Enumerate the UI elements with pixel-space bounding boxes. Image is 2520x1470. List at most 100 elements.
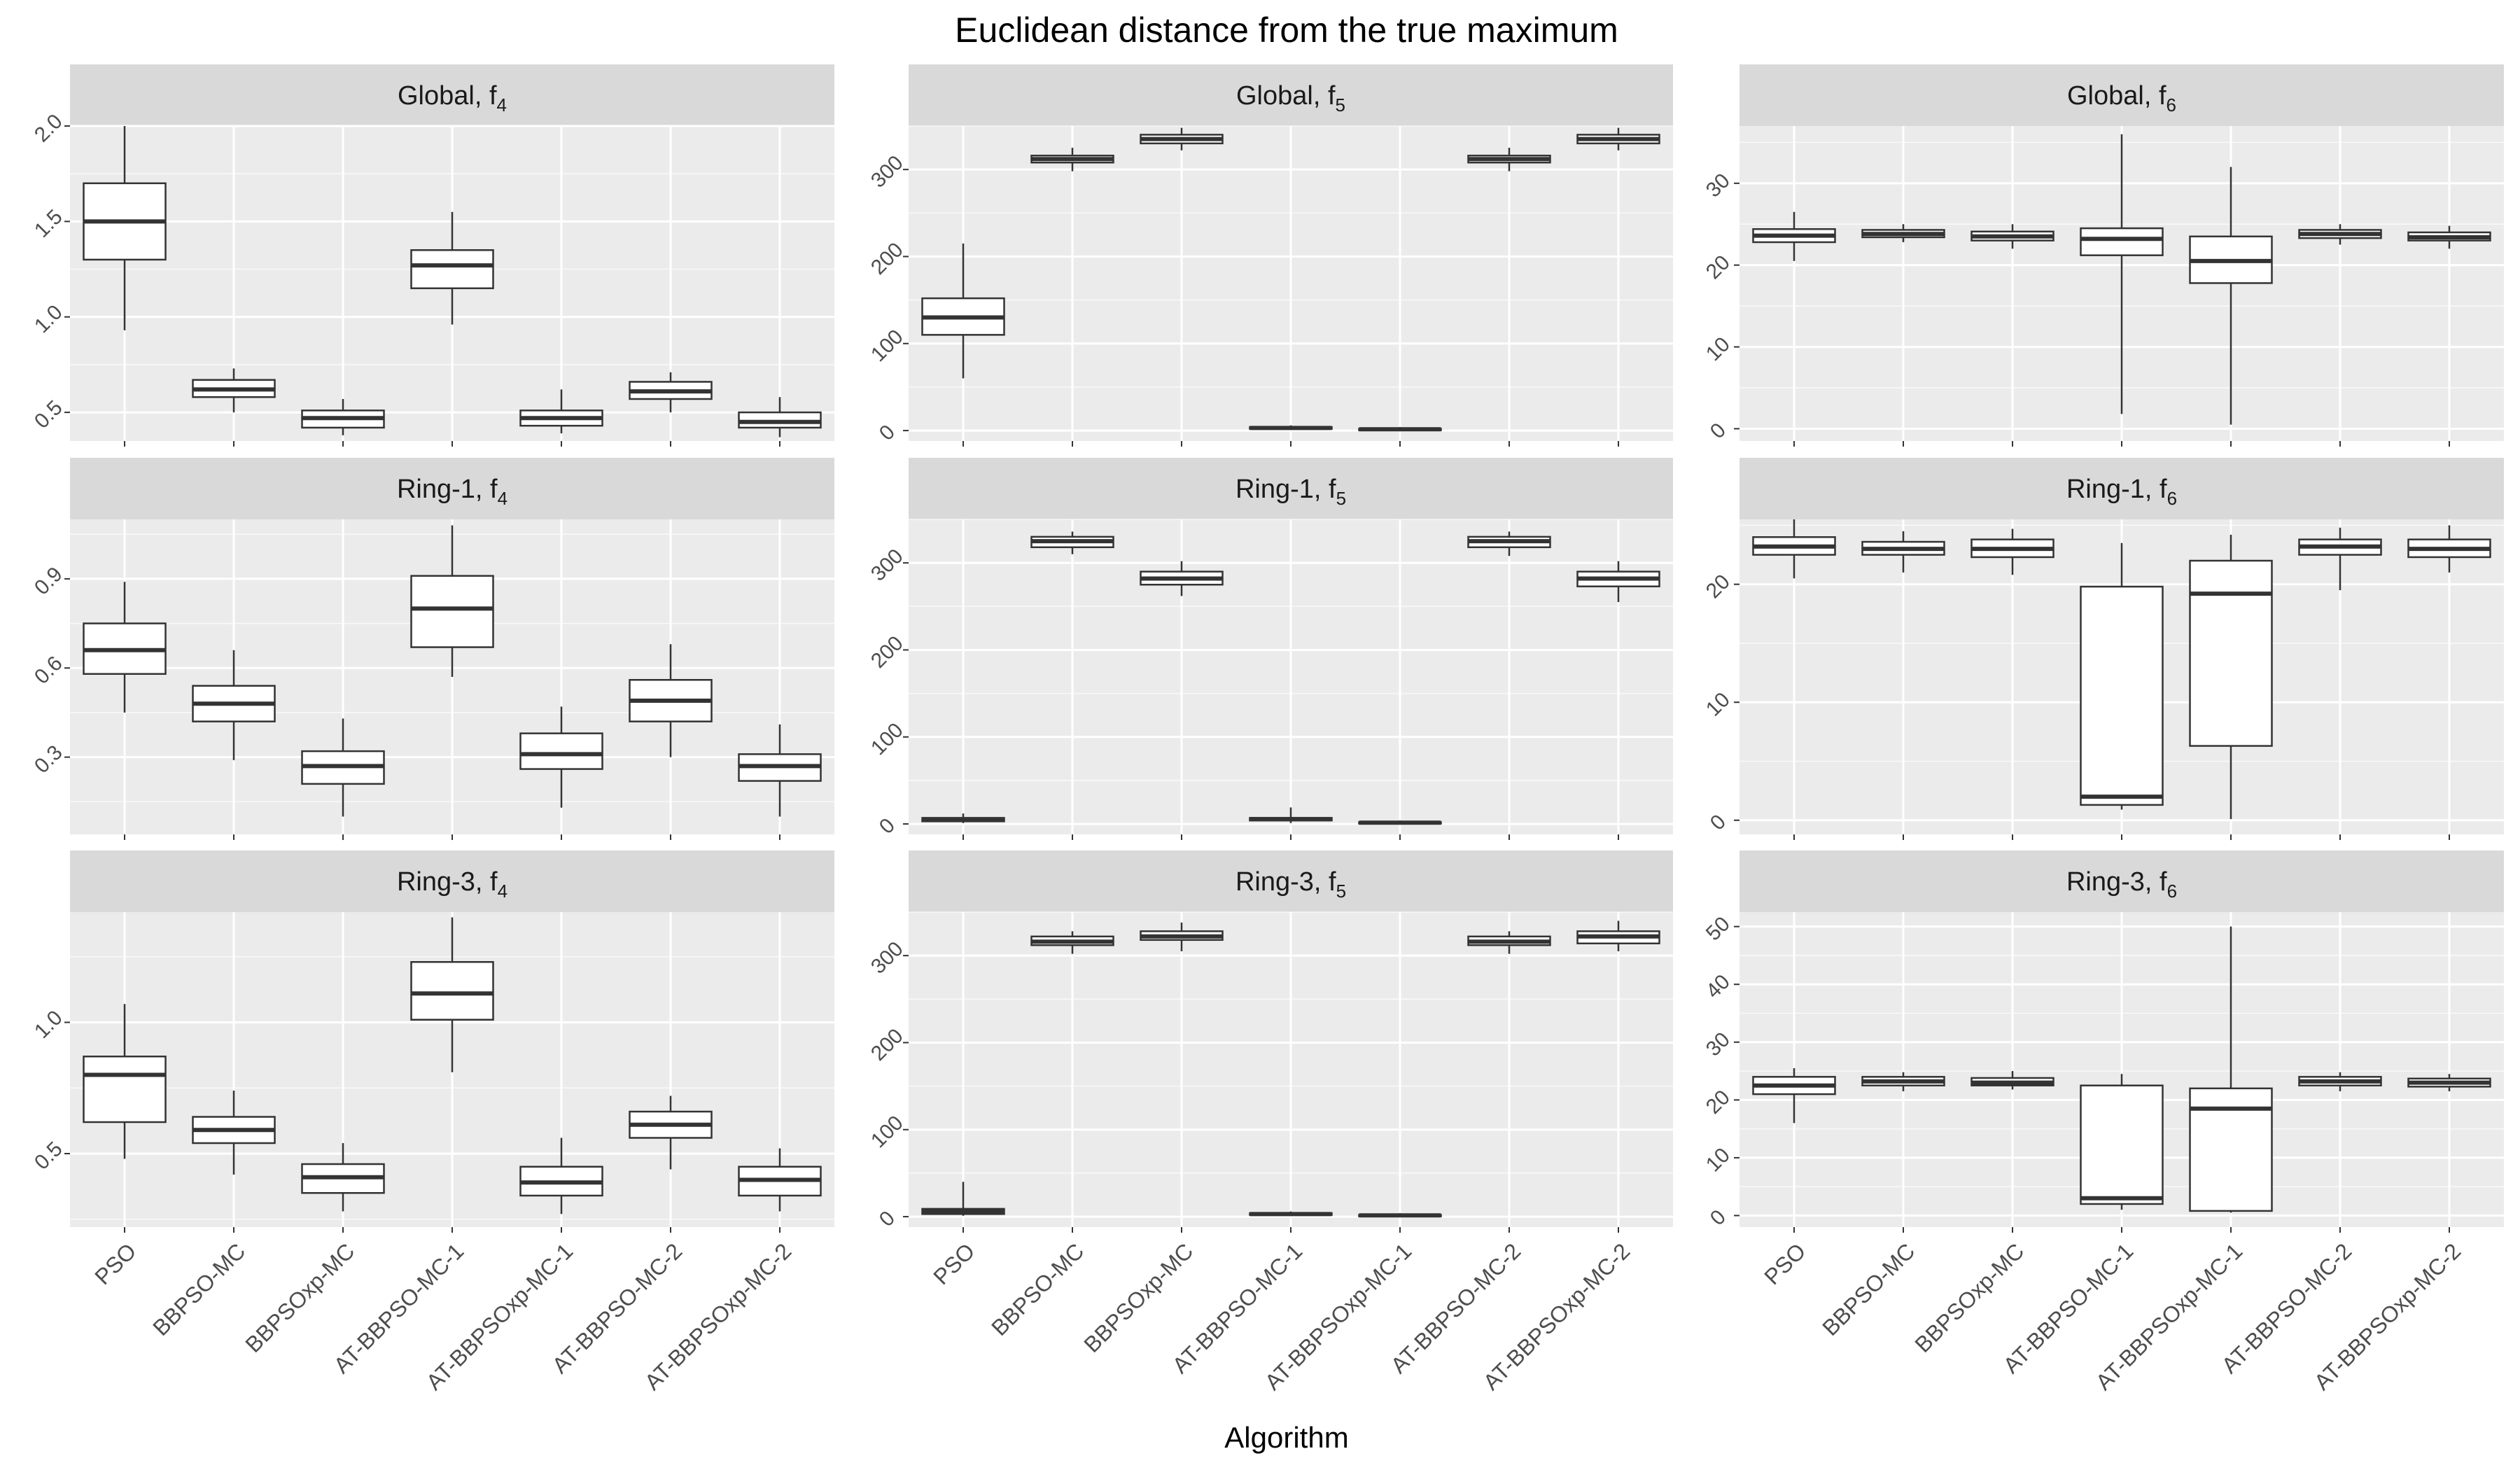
box-pso (921, 1182, 1005, 1216)
x-tick-label: BBPSO-MC (1817, 1238, 1919, 1340)
box-at-bbpsoxp-mc-1 (1358, 427, 1442, 432)
box-bbpsoxp-mc (301, 1143, 385, 1212)
box-at-bbpso-mc-2 (1467, 148, 1551, 172)
y-tick-label: 0.6 (30, 652, 67, 689)
box-at-bbpsoxp-mc-2 (738, 1148, 822, 1212)
box-at-bbpso-mc-1 (410, 917, 494, 1072)
facet-strip-label: Ring-1, f6 (2066, 475, 2177, 509)
y-tick-label: 0 (875, 1207, 899, 1231)
box-at-bbpsoxp-mc-1 (2189, 926, 2273, 1213)
box-at-bbpso-mc-2 (629, 1096, 713, 1170)
box-bbpso-mc (1030, 148, 1114, 172)
panel-1-1: Global, f4 0.5 1.0 1.5 2.0 (30, 64, 834, 447)
box-pso (83, 126, 167, 330)
facet-strip-label: Ring-3, f5 (1236, 867, 1346, 902)
x-tick-label: BBPSOxp-MC (1910, 1238, 2029, 1357)
box-bbpso-mc (1030, 931, 1114, 954)
y-tick-label: 300 (867, 151, 908, 192)
box-at-bbpso-mc-2 (1467, 931, 1551, 954)
box-at-bbpsoxp-mc-2 (2407, 225, 2491, 249)
box-bbpso-mc (192, 650, 276, 760)
box-bbpso-mc (192, 1091, 276, 1175)
y-tick-label: 1.0 (30, 1006, 67, 1043)
y-tick-label: 1.0 (30, 300, 67, 337)
y-tick-label: 0 (875, 421, 899, 445)
box-iqr (519, 732, 603, 770)
x-tick-label: BBPSO-MC (148, 1238, 250, 1340)
box-at-bbpso-mc-1 (1249, 807, 1333, 823)
box-bbpsoxp-mc (1140, 922, 1224, 951)
box-at-bbpsoxp-mc-1 (1358, 1213, 1442, 1218)
y-tick-label: 200 (867, 238, 908, 279)
facet-strip (70, 850, 834, 912)
facet-strip-label: Global, f6 (2067, 81, 2176, 115)
y-tick-label: 20 (1702, 570, 1735, 603)
panel-3-1: Ring-3, f4 0.5 1.0 (30, 850, 834, 1227)
box-at-bbpsoxp-mc-2 (1576, 561, 1660, 603)
box-pso (83, 1004, 167, 1159)
box-bbpsoxp-mc (1970, 528, 2054, 575)
panel-1-3: Global, f6 0 10 20 30 (1702, 64, 2504, 447)
facet-strip (909, 458, 1673, 519)
box-at-bbpsoxp-mc-2 (738, 397, 822, 438)
box-iqr (2080, 1084, 2164, 1205)
x-tick-label: BBPSO-MC (986, 1238, 1088, 1340)
y-tick-label: 0 (1706, 419, 1730, 443)
facet-strip (1740, 64, 2504, 126)
box-at-bbpso-mc-1 (1249, 425, 1333, 430)
box-at-bbpsoxp-mc-2 (2407, 1074, 2491, 1091)
box-iqr (410, 249, 494, 290)
x-tick-label: PSO (1759, 1238, 1810, 1289)
y-tick-label: 40 (1702, 970, 1735, 1003)
panel-1-2: Global, f5 0 100 200 300 (867, 64, 1673, 447)
box-bbpsoxp-mc (1140, 127, 1224, 150)
facet-strip (1740, 850, 2504, 912)
y-tick-label: 1.5 (30, 205, 67, 242)
box-bbpsoxp-mc (301, 718, 385, 817)
facet-strip-label: Ring-3, f6 (2066, 867, 2177, 902)
y-tick-label: 0 (1706, 810, 1730, 834)
y-tick-label: 0.5 (30, 1138, 67, 1175)
panel-2-1: Ring-1, f4 0.3 0.6 0.9 (30, 458, 834, 840)
y-tick-label: 10 (1702, 688, 1735, 721)
box-at-bbpso-mc-1 (2080, 134, 2164, 414)
box-pso (1752, 1068, 1836, 1124)
panel-3-2: Ring-3, f5 0 100 200 300 (867, 850, 1673, 1231)
box-iqr (83, 1056, 167, 1124)
y-tick-label: 100 (867, 1112, 908, 1153)
box-iqr (2189, 559, 2273, 747)
y-tick-label: 50 (1702, 912, 1735, 945)
box-at-bbpso-mc-1 (1249, 1211, 1333, 1217)
y-tick-label: 10 (1702, 332, 1735, 365)
box-iqr (410, 961, 494, 1021)
box-bbpsoxp-mc (301, 399, 385, 435)
box-at-bbpsoxp-mc-2 (738, 724, 822, 817)
box-bbpso-mc (1030, 531, 1114, 554)
box-pso (83, 582, 167, 713)
box-iqr (2080, 227, 2164, 256)
x-axis: PSO BBPSO-MCBBPSOxp-MCAT-BBPSO-MC-1AT-BBP… (90, 1227, 2465, 1395)
box-bbpsoxp-mc (1970, 224, 2054, 249)
facet-strip (909, 850, 1673, 912)
y-tick-label: 10 (1702, 1144, 1735, 1177)
box-at-bbpso-mc-2 (2298, 224, 2382, 245)
facet-strip-label: Ring-1, f5 (1236, 475, 1346, 509)
box-bbpsoxp-mc (1970, 1071, 2054, 1090)
box-at-bbpso-mc-1 (410, 525, 494, 677)
box-at-bbpso-mc-2 (2298, 1072, 2382, 1091)
facet-strip (70, 64, 834, 126)
facet-strip (70, 458, 834, 519)
y-tick-label: 300 (867, 545, 908, 586)
facet-strip-label: Global, f5 (1236, 81, 1345, 115)
box-bbpsoxp-mc (1140, 561, 1224, 596)
box-at-bbpso-mc-1 (410, 211, 494, 325)
y-tick-label: 0 (1706, 1205, 1730, 1230)
panel-2-3: Ring-1, f6 0 10 20 (1702, 458, 2504, 840)
box-at-bbpsoxp-mc-2 (1576, 920, 1660, 951)
box-at-bbpsoxp-mc-2 (2407, 525, 2491, 573)
panel-2-2: Ring-1, f5 0 100 200 300 (867, 458, 1673, 840)
y-tick-label: 0.9 (30, 563, 67, 600)
box-bbpso-mc (192, 368, 276, 413)
box-at-bbpsoxp-mc-1 (2189, 534, 2273, 820)
